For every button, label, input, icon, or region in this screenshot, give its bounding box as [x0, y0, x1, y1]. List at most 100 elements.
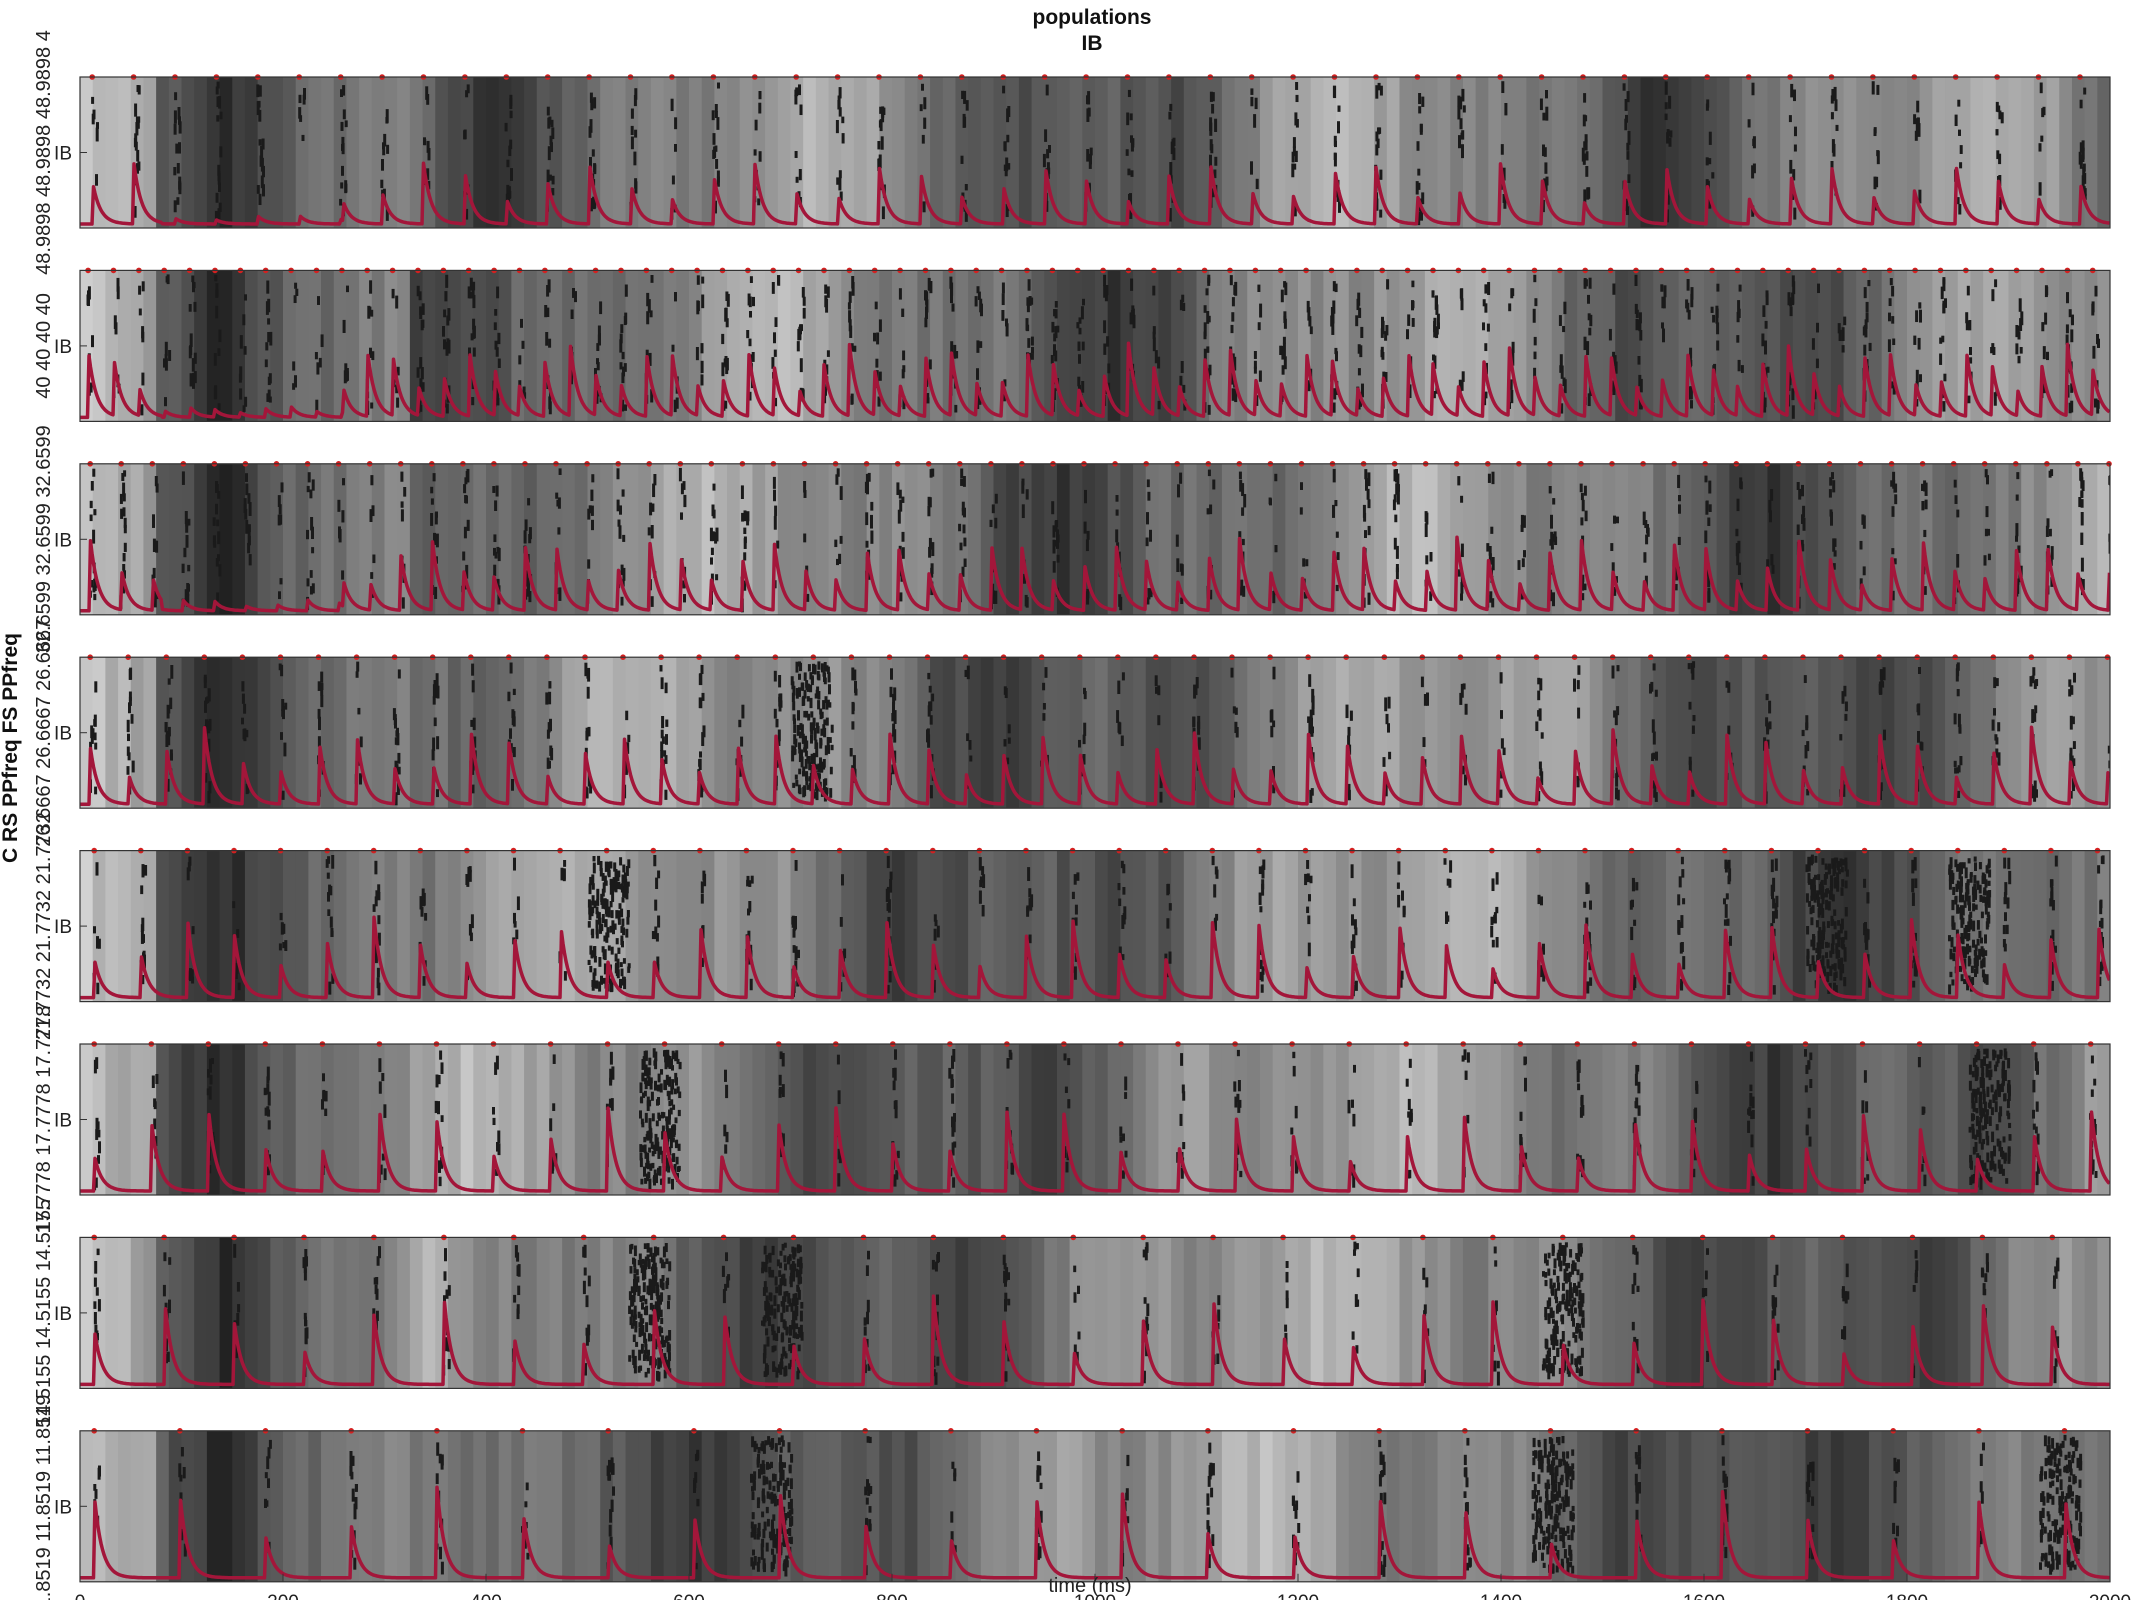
spike-mark: [1919, 309, 1922, 323]
spike-mark: [1031, 347, 1034, 354]
spike-mark: [212, 535, 216, 546]
spike-mark: [341, 510, 345, 523]
spike-mark: [1281, 365, 1285, 375]
background-strip: [1386, 77, 1401, 228]
background-strip: [676, 270, 690, 422]
background-strip: [1665, 270, 1680, 422]
background-strip: [930, 1044, 944, 1195]
burst-spike: [802, 786, 806, 798]
spike-mark: [824, 284, 828, 294]
spike-mark: [1844, 701, 1848, 712]
burst-spike: [804, 741, 808, 752]
spike-mark: [1843, 316, 1847, 326]
background-strip: [371, 463, 386, 615]
spike-mark: [1801, 729, 1805, 737]
spike-mark: [1954, 114, 1958, 127]
spike-mark: [1581, 593, 1585, 601]
spike-mark: [798, 84, 801, 96]
spike-mark: [933, 914, 937, 922]
spike-mark: [1915, 310, 1919, 323]
spike-mark: [714, 532, 718, 544]
spike-mark: [867, 472, 871, 482]
background-strip: [1285, 850, 1299, 1002]
burst-spike: [1815, 947, 1819, 954]
burst-spike: [1806, 926, 1810, 935]
spike-mark: [1261, 865, 1265, 879]
spike-mark: [1736, 552, 1740, 566]
spike-mark: [1462, 105, 1466, 113]
spike-mark: [777, 275, 780, 285]
spike-mark: [1635, 319, 1639, 331]
spike-mark: [773, 516, 777, 530]
spike-mark: [1490, 925, 1494, 938]
spike-mark: [826, 350, 830, 357]
spike-mark: [2039, 82, 2043, 94]
spike-mark: [1294, 150, 1298, 163]
background-strip: [1691, 657, 1705, 809]
spike-mark: [848, 310, 852, 323]
spike-mark: [981, 905, 985, 917]
spike-mark: [1210, 144, 1214, 154]
burst-spike: [1976, 880, 1980, 890]
spike-mark: [1996, 150, 2000, 160]
spike-mark: [445, 341, 449, 356]
burst-spike: [1805, 864, 1809, 873]
spike-mark: [1152, 337, 1156, 352]
background-strip: [1374, 77, 1388, 228]
spike-mark: [870, 530, 874, 544]
burst-spike: [620, 926, 624, 933]
spike-mark: [1583, 336, 1587, 351]
background-strip: [562, 77, 576, 228]
spike-mark: [123, 517, 127, 528]
spike-mark: [1177, 484, 1180, 498]
spike-mark: [266, 280, 270, 294]
spike-mark: [654, 926, 658, 940]
spike-mark: [610, 910, 614, 919]
spike-mark: [1537, 710, 1541, 717]
spike-mark: [1421, 96, 1425, 107]
spike-mark: [1768, 721, 1772, 730]
spike-mark: [2069, 791, 2073, 799]
spike-mark: [715, 574, 719, 581]
background-strip: [853, 77, 868, 228]
spike-mark: [1662, 328, 1665, 343]
spike-mark: [315, 399, 319, 414]
burst-spike: [1967, 933, 1971, 941]
panel-ylabel: 21.7732 21.7732 21.7732: [33, 812, 55, 1040]
spike-mark: [261, 138, 265, 150]
spike-mark: [1838, 329, 1842, 342]
spike-mark: [1426, 692, 1429, 706]
spike-mark: [1446, 878, 1450, 886]
spike-mark: [1408, 384, 1412, 399]
spike-mark: [758, 151, 762, 162]
spike-mark: [1587, 393, 1591, 407]
spike-mark: [1940, 286, 1944, 300]
spike-mark: [1215, 913, 1219, 921]
spike-mark: [186, 867, 190, 881]
spike-mark: [1876, 150, 1880, 165]
burst-spike: [1987, 880, 1991, 886]
spike-mark: [1433, 355, 1437, 369]
spike-mark: [898, 288, 902, 300]
spike-mark: [340, 121, 344, 131]
burst-spike: [605, 899, 609, 907]
spike-mark: [1311, 695, 1315, 709]
spike-mark: [646, 292, 650, 307]
spike-mark: [826, 286, 830, 298]
spike-mark: [509, 139, 513, 150]
background-strip: [841, 77, 855, 228]
spike-mark: [396, 397, 400, 408]
burst-spike: [792, 714, 796, 721]
population-label: IB: [54, 530, 72, 551]
spike-mark: [1491, 878, 1495, 892]
spike-mark: [1626, 206, 1629, 216]
spike-mark: [92, 529, 96, 544]
spike-mark: [548, 681, 552, 689]
spike-mark: [1272, 591, 1276, 604]
background-strip: [1983, 77, 1997, 228]
spike-mark: [1666, 129, 1670, 136]
spike-mark: [929, 469, 933, 478]
spike-mark: [421, 382, 425, 392]
spike-mark: [140, 924, 144, 932]
background-strip: [1361, 657, 1375, 809]
